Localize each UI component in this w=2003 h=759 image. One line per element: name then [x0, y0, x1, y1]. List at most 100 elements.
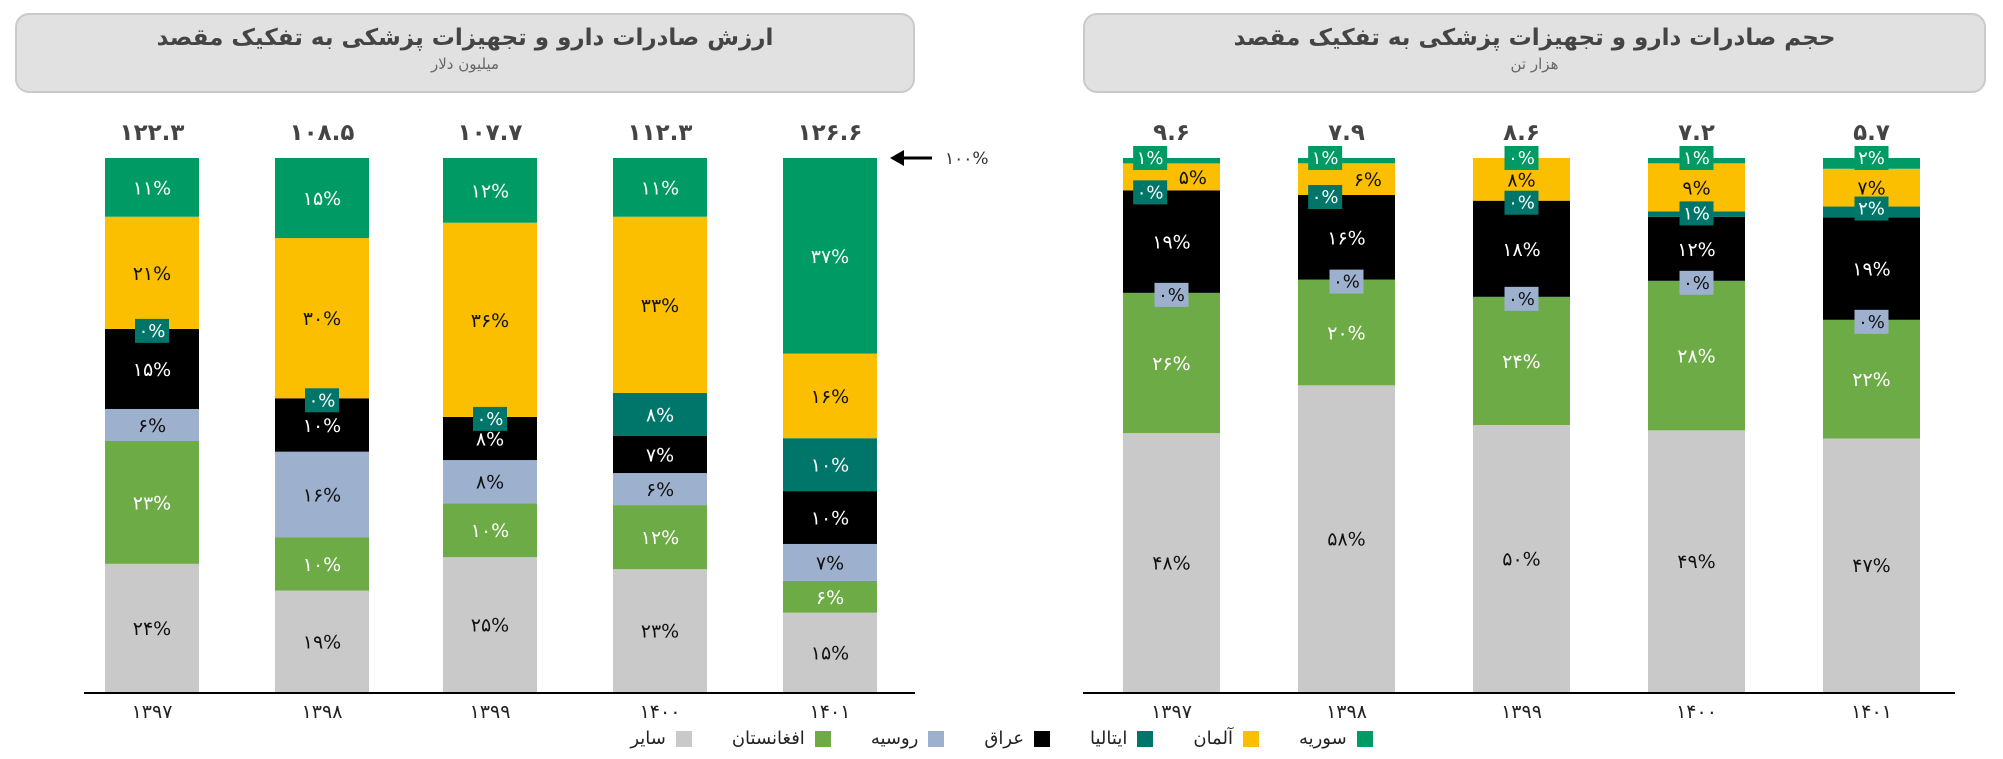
data-label: ۱%: [1137, 148, 1164, 169]
data-label: ۱۵%: [133, 359, 171, 381]
legend-swatch: [1242, 730, 1259, 747]
data-label: ۲%: [1858, 199, 1885, 220]
x-tick-label: ۱۳۹۸: [302, 701, 343, 723]
data-label: ۱۹%: [1152, 232, 1190, 254]
data-label: ۱۶%: [303, 484, 341, 506]
data-label-box-russia: [1854, 309, 1889, 334]
bar-segment-other: [1298, 385, 1395, 692]
x-tick-label: ۱۴۰۱: [810, 701, 851, 723]
legend-label: سوریه: [1298, 728, 1347, 749]
bar-segment-afghanistan: [613, 505, 707, 570]
bar-segment-iraq: [1123, 190, 1220, 293]
data-label: ۱۲%: [471, 180, 509, 202]
bar-segment-syria: [105, 158, 199, 217]
legend-item-syria: سوریه: [1299, 728, 1373, 749]
bar-segment-other: [105, 563, 199, 692]
bar-segment-syria: [443, 158, 537, 223]
x-tick-label: ۱۴۰۰: [1676, 701, 1717, 723]
bar-segment-germany: [613, 216, 707, 393]
legend: سوریه آلمان ایتالیا عراق روسیه افغانستان سایر: [0, 728, 2003, 749]
x-tick-label: ۱۳۹۸: [1326, 701, 1367, 723]
data-label-box-italy: [473, 406, 507, 431]
bar-segment-afghanistan: [1648, 280, 1745, 431]
data-label: ۱%: [1683, 148, 1710, 169]
bar-segment-afghanistan: [1473, 296, 1570, 425]
bar-segment-other: [275, 590, 369, 692]
bar-total-label: ۱۲۲.۳: [120, 120, 185, 146]
data-label-box-syria: [1679, 146, 1714, 170]
data-label-box-italy: [1308, 185, 1343, 210]
data-label-box-russia: [1329, 269, 1364, 294]
data-label: ۲۰%: [1327, 322, 1365, 344]
data-label: ۰%: [477, 409, 504, 430]
legend-item-germany: آلمان: [1193, 728, 1259, 749]
value-chart-title-box: ارزش صادرات دارو و تجهیزات پزشکی به تفکی…: [15, 13, 915, 93]
data-label: ۶%: [138, 415, 166, 437]
data-label: ۰%: [1508, 193, 1535, 214]
data-label-box-italy: [1133, 180, 1168, 205]
data-label: ۱%: [1312, 148, 1339, 169]
bar-segment-iraq: [783, 491, 877, 544]
data-label: ۱۹%: [303, 631, 341, 653]
data-label: ۸%: [476, 472, 504, 494]
bar-segment-germany: [443, 222, 537, 417]
value-chart-title: ارزش صادرات دارو و تجهیزات پزشکی به تفکی…: [156, 25, 774, 51]
bar-segment-other: [1648, 430, 1745, 692]
bar-segment-russia: [613, 473, 707, 506]
arrow-head-icon: [890, 150, 904, 166]
bar-segment-russia: [443, 460, 537, 504]
legend-swatch: [1356, 730, 1373, 747]
data-label: ۳۰%: [303, 308, 341, 330]
legend-item-other: سایر: [630, 728, 692, 749]
data-label: ۰%: [1508, 148, 1535, 169]
data-label: ۲۳%: [133, 492, 171, 514]
data-label-box-italy: [1854, 196, 1889, 221]
x-tick-label: ۱۳۹۹: [470, 701, 511, 723]
data-label: ۰%: [1333, 272, 1360, 293]
bar-segment-russia: [275, 451, 369, 538]
volume-chart-title: حجم صادرات دارو و تجهیزات پزشکی به تفکیک…: [1233, 25, 1836, 51]
volume-chart-title-box: حجم صادرات دارو و تجهیزات پزشکی به تفکیک…: [1083, 13, 1986, 93]
bar-segment-iraq: [1298, 195, 1395, 280]
data-label-box-russia: [1504, 286, 1539, 311]
bar-total-label: ۹.۶: [1153, 120, 1190, 146]
data-label-box-syria: [1854, 146, 1889, 170]
data-label: ۸%: [476, 428, 504, 450]
data-label: ۸%: [646, 404, 674, 426]
data-label: ۲۳%: [641, 621, 679, 643]
data-label: ۳۶%: [471, 310, 509, 332]
bar-segment-afghanistan: [1123, 292, 1220, 434]
data-label: ۲۸%: [1677, 346, 1715, 368]
data-label: ۱۵%: [811, 642, 849, 664]
data-label: ۲%: [1858, 148, 1885, 169]
data-label-box-russia: [1679, 270, 1714, 295]
data-label: ۰%: [1858, 312, 1885, 333]
data-label: ۱۱%: [133, 177, 171, 199]
x-tick-label: ۱۳۹۹: [1501, 701, 1542, 723]
bar-segment-other: [783, 612, 877, 692]
bar-segment-iraq: [1823, 217, 1920, 320]
data-label: ۹%: [1682, 177, 1710, 199]
bar-total-label: ۱۰۸.۵: [290, 120, 355, 146]
data-label: ۰%: [1158, 285, 1185, 306]
bar-total-label: ۸.۶: [1503, 120, 1540, 146]
data-label: ۰%: [139, 321, 166, 342]
volume-chart-subtitle: هزار تن: [1510, 55, 1559, 73]
bar-segment-other: [613, 569, 707, 692]
legend-item-afghanistan: افغانستان: [732, 728, 831, 749]
bar-segment-other: [1473, 425, 1570, 692]
data-label: ۱%: [1683, 203, 1710, 224]
legend-label: عراق: [984, 728, 1025, 749]
bar-segment-other: [1823, 438, 1920, 692]
data-label: ۱۰%: [471, 520, 509, 542]
bar-segment-italy: [613, 392, 707, 436]
bar-segment-iraq: [1473, 200, 1570, 297]
data-label: ۰%: [1137, 182, 1164, 203]
data-label: ۱۲%: [1677, 239, 1715, 261]
data-label: ۷%: [816, 552, 844, 574]
data-label: ۴۹%: [1677, 551, 1715, 573]
data-label: ۰%: [309, 390, 336, 411]
bar-total-label: ۱۲۶.۶: [798, 120, 863, 146]
data-label-box-syria: [1308, 146, 1343, 170]
data-label: ۴۷%: [1852, 555, 1890, 577]
